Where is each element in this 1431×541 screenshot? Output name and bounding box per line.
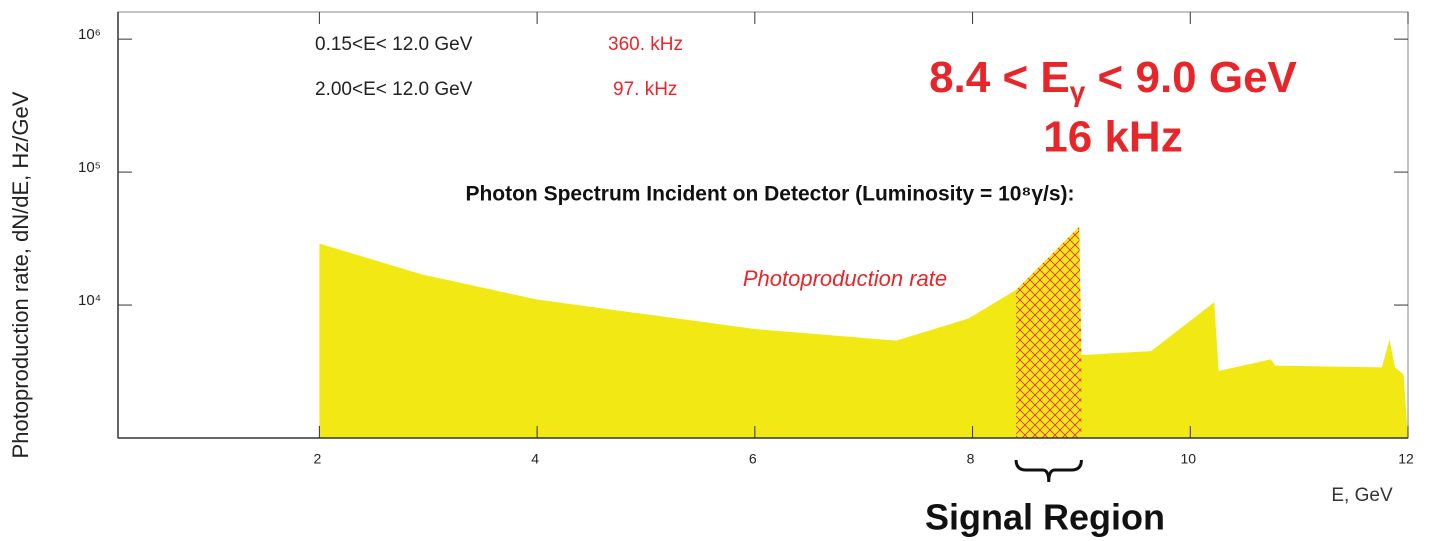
signal-label: 8.4 < Eγ < 9.0 GeV <box>929 53 1297 108</box>
y-tick-label: 10⁴ <box>78 292 101 309</box>
signal-bracket <box>1014 459 1083 483</box>
signal-label-part: < 9.0 GeV <box>1085 53 1297 102</box>
y-tick-label: 10⁵ <box>78 159 101 176</box>
signal-rate: 16 kHz <box>1043 113 1182 162</box>
annotation: 97. kHz <box>613 79 677 100</box>
annotation: 0.15<E< 12.0 GeV <box>315 34 473 55</box>
x-tick-label: 4 <box>531 451 539 467</box>
signal-label-part: 8.4 < E <box>929 53 1070 102</box>
signal-label-sub: γ <box>1070 76 1086 107</box>
annotation: 2.00<E< 12.0 GeV <box>315 79 473 100</box>
area-fill <box>319 226 1409 438</box>
x-tick-label: 2 <box>313 451 321 467</box>
x-tick-label: 10 <box>1180 451 1196 467</box>
chart-title: Photon Spectrum Incident on Detector (Lu… <box>465 183 1074 206</box>
y-axis-label: Photoproduction rate, dN/dE, Hz/GeV <box>8 91 33 458</box>
x-axis-label: E, GeV <box>1331 485 1393 506</box>
y-tick-label: 10⁶ <box>78 26 101 43</box>
signal-region-label: Signal Region <box>925 497 1165 538</box>
x-tick-label: 12 <box>1398 451 1414 467</box>
series-label: Photoproduction rate <box>743 266 947 291</box>
x-tick-label: 8 <box>967 451 975 467</box>
annotation: 360. kHz <box>608 34 683 55</box>
x-tick-label: 6 <box>749 451 757 467</box>
